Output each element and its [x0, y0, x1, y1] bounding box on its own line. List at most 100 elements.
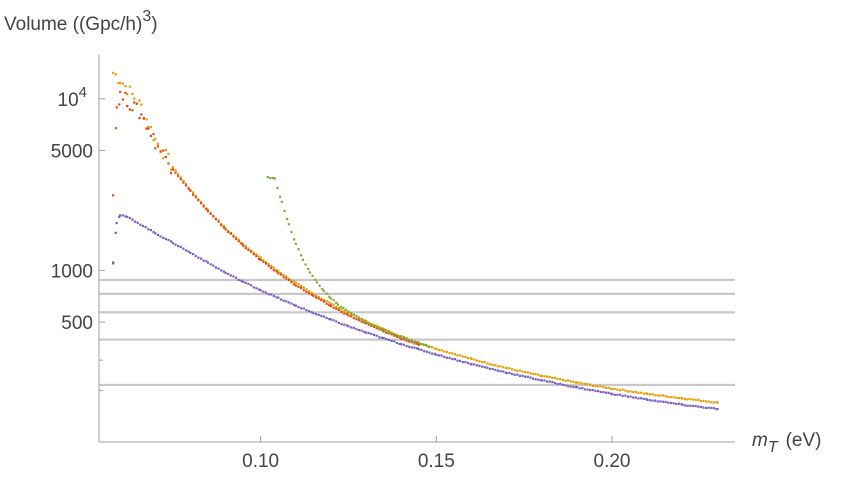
data-point [317, 295, 320, 299]
data-point [138, 117, 141, 120]
data-point [227, 272, 230, 276]
data-point [572, 380, 575, 383]
data-point [632, 396, 635, 399]
data-point [310, 291, 313, 294]
data-point [689, 397, 692, 401]
data-point [287, 223, 290, 226]
data-point [621, 388, 624, 391]
data-point [428, 351, 431, 354]
data-point [222, 270, 225, 273]
data-point [420, 348, 423, 351]
data-point [149, 125, 153, 129]
data-point [264, 261, 268, 264]
series-green [266, 176, 431, 348]
data-point [115, 106, 118, 109]
data-point [365, 319, 368, 323]
data-point [640, 397, 643, 400]
data-point [483, 360, 486, 364]
data-point [699, 405, 702, 408]
data-point [370, 332, 373, 336]
data-point [712, 401, 716, 404]
data-point [691, 398, 695, 401]
data-point [112, 194, 115, 197]
data-point [440, 349, 443, 352]
data-point [677, 396, 680, 400]
data-point [408, 345, 411, 348]
data-point [548, 375, 551, 379]
data-point [618, 389, 622, 392]
data-point [355, 314, 358, 318]
data-point [257, 257, 261, 261]
data-point [272, 269, 276, 272]
data-point [360, 329, 363, 332]
data-point [659, 394, 662, 397]
data-point [293, 283, 296, 286]
data-point [478, 360, 481, 363]
data-point [681, 397, 684, 400]
data-point [310, 293, 313, 296]
data-point [551, 376, 554, 380]
data-point [267, 262, 270, 266]
data-point [187, 250, 190, 253]
data-point [360, 317, 363, 321]
data-point [594, 384, 597, 388]
data-point [516, 369, 519, 372]
data-point [618, 393, 622, 396]
data-point [325, 316, 328, 320]
series-orange [112, 71, 719, 404]
data-point [220, 224, 223, 227]
data-point [179, 178, 182, 181]
data-point [379, 327, 382, 330]
data-point [534, 378, 537, 381]
data-point [257, 288, 261, 291]
data-point [375, 324, 378, 327]
data-point [124, 215, 127, 218]
data-point [594, 389, 597, 393]
data-point [367, 331, 370, 335]
data-point [413, 342, 416, 345]
data-point [337, 321, 341, 325]
y-tick-label: 500 [61, 313, 93, 334]
data-point [293, 280, 296, 283]
data-point [340, 310, 343, 314]
data-point [694, 398, 697, 401]
data-point [488, 367, 492, 370]
data-point [642, 397, 645, 401]
data-point [184, 182, 188, 186]
data-point [433, 352, 436, 355]
data-point [699, 399, 702, 403]
data-point [347, 325, 350, 328]
data-point [194, 194, 197, 198]
data-point [171, 166, 174, 169]
data-point [232, 275, 235, 278]
data-point [624, 389, 627, 392]
data-point [451, 357, 454, 361]
data-point [363, 321, 366, 324]
x-axis-title: mT (eV) [752, 430, 822, 456]
data-point [540, 374, 543, 378]
data-point [184, 249, 188, 252]
data-point [456, 359, 459, 362]
data-point [164, 237, 167, 241]
data-point [499, 365, 502, 368]
data-point [212, 264, 215, 267]
data-point [352, 313, 355, 316]
data-point [363, 330, 366, 334]
data-point [384, 329, 387, 332]
data-point [616, 388, 619, 391]
data-point [133, 101, 136, 104]
data-point [534, 372, 537, 376]
data-point [308, 271, 312, 274]
data-point [526, 375, 529, 378]
data-point [546, 380, 549, 383]
data-point [466, 357, 470, 360]
data-point [312, 312, 315, 315]
data-point [395, 335, 398, 338]
data-point [516, 373, 519, 376]
data-point [244, 244, 247, 248]
data-point [300, 307, 303, 310]
data-point [459, 359, 462, 362]
data-point [400, 335, 403, 338]
data-point [483, 366, 486, 369]
data-point [147, 125, 150, 129]
